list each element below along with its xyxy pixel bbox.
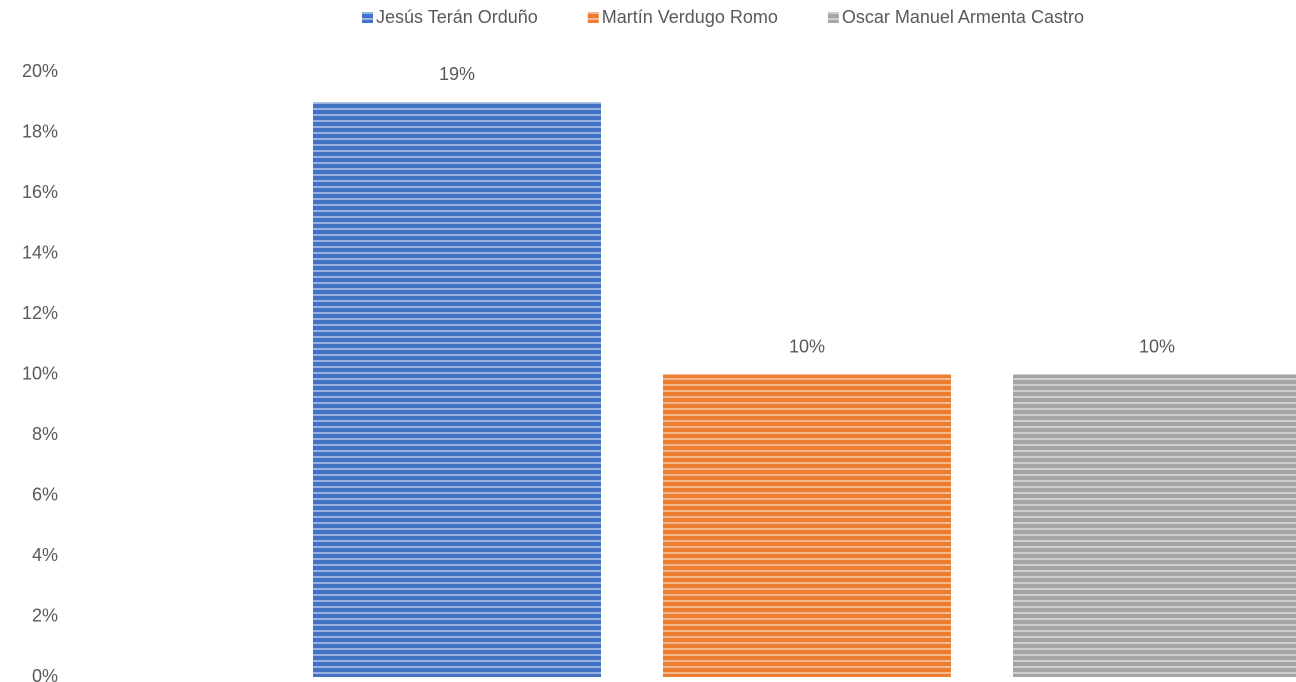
- legend-swatch: [362, 12, 373, 23]
- data-label: 10%: [789, 336, 825, 356]
- y-tick-label: 12%: [22, 303, 58, 323]
- y-tick-label: 6%: [32, 484, 58, 504]
- y-tick-label: 8%: [32, 424, 58, 444]
- data-label: 10%: [1139, 336, 1175, 356]
- y-tick-label: 2%: [32, 605, 58, 625]
- y-tick-label: 14%: [22, 242, 58, 262]
- y-tick-label: 18%: [22, 121, 58, 141]
- y-tick-label: 0%: [32, 666, 58, 682]
- legend-swatch: [827, 12, 839, 23]
- bar: [313, 102, 601, 677]
- bar: [1013, 374, 1296, 677]
- legend-label: Oscar Manuel Armenta Castro: [842, 7, 1084, 27]
- legend-label: Martín Verdugo Romo: [602, 7, 778, 27]
- legend-swatch: [587, 12, 599, 23]
- data-label: 19%: [439, 64, 475, 84]
- y-tick-label: 20%: [22, 61, 58, 81]
- bar: [663, 374, 951, 677]
- y-tick-label: 10%: [22, 363, 58, 383]
- y-tick-label: 4%: [32, 545, 58, 565]
- y-tick-label: 16%: [22, 182, 58, 202]
- legend-label: Jesús Terán Orduño: [376, 7, 538, 27]
